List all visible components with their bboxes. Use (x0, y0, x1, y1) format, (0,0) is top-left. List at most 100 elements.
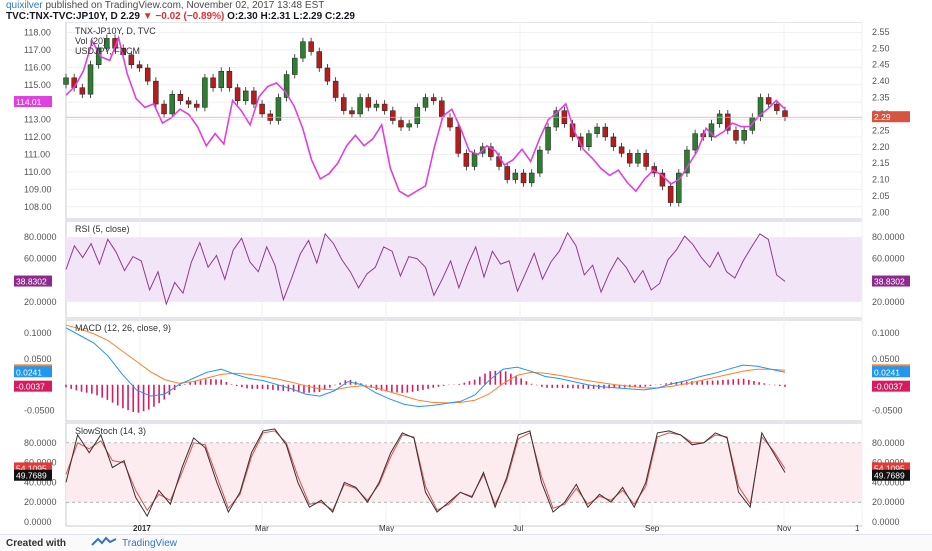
candle-body (161, 103, 167, 115)
x-tick-label: Jul (513, 524, 523, 532)
candle-body (520, 172, 527, 184)
right-axis-tick: 2.55 (872, 27, 890, 37)
stoch-k-tag-left: 54.1095 (16, 463, 47, 473)
rsi-right-tick: 60.0000 (872, 254, 905, 264)
candle-body (177, 93, 184, 102)
candle-body (577, 136, 584, 148)
left-axis-tick: 111.00 (24, 149, 50, 159)
candle-body (308, 41, 314, 52)
rsi-left-tick: 60.0000 (24, 254, 57, 264)
candle-body (610, 136, 617, 148)
rsi-tag-left-bg (14, 275, 52, 287)
stoch-left-tick: 20.0000 (24, 497, 57, 507)
tradingview-brand[interactable]: TradingView (122, 538, 178, 549)
candle-body (104, 38, 110, 49)
candle-body (782, 110, 788, 118)
candle-body (643, 153, 649, 167)
candle-body (136, 64, 143, 69)
left-axis-tick: 117.00 (24, 45, 51, 55)
candle-body (128, 54, 135, 65)
macd-right-tick: -0.0500 (872, 406, 903, 416)
price-change: −0.02 (−0.89%) (155, 11, 225, 22)
rsi-right-tick: 20.0000 (872, 297, 905, 307)
candle-body (79, 87, 86, 95)
stoch-d-tag-left-bg (14, 469, 52, 481)
candle-body (553, 110, 559, 128)
candle-body (676, 172, 682, 203)
x-tick-label: 1 (855, 524, 860, 532)
ohlc-values: O:2.30 H:2.31 L:2.29 C:2.29 (227, 11, 355, 22)
right-axis-tick: 2.25 (872, 125, 890, 135)
left-axis-tick: 108.00 (24, 202, 52, 212)
right-axis-tick: 2.15 (872, 158, 890, 168)
candle-body (528, 172, 535, 184)
rsi-left-tick: 20.0000 (24, 297, 57, 307)
right-axis-tick: 2.00 (872, 207, 890, 217)
left-axis-tick: 118.00 (24, 27, 51, 37)
candle-body (471, 153, 478, 167)
x-tick-label: Mar (255, 524, 269, 532)
candle-body (283, 74, 290, 98)
candle-body (349, 110, 355, 115)
candle-body (300, 41, 306, 59)
right-axis-tick: 2.10 (872, 175, 890, 185)
left-axis-tick: 115.00 (24, 80, 51, 90)
candle-body (332, 80, 339, 98)
candle-body (684, 149, 690, 174)
candle-body (185, 100, 192, 105)
macd-value-tag-right: 0.0241 (874, 367, 900, 377)
rsi-right-tick: 80.0000 (872, 232, 905, 242)
left-axis-tick: 109.00 (24, 184, 52, 194)
macd-hist-tag-left-bg (14, 380, 52, 392)
main-legend: Vol (20) (75, 36, 106, 46)
macd-hist-tag-right: -0.0037 (874, 382, 903, 392)
candle-body (455, 126, 461, 154)
candle-body (406, 123, 412, 128)
chart-area[interactable]: 2017 Mar May Jul Sep Nov 1 118.00 117.00 116.00 11… (0, 22, 932, 532)
stoch-k-tag-right-bg (872, 462, 910, 474)
left-axis-tick: 113.00 (24, 115, 51, 125)
candle-body (373, 103, 380, 108)
author-link[interactable]: quixilver (6, 0, 43, 11)
macd-line (65, 327, 786, 408)
candle-body (390, 110, 396, 121)
candle-body (447, 116, 453, 128)
candle-body (251, 90, 257, 105)
candle-body (153, 80, 159, 105)
macd-value-tag-left: 0.0241 (16, 367, 42, 377)
macd-hist-tag-left: -0.0037 (16, 382, 45, 392)
candle-body (193, 103, 200, 108)
candle-body (765, 97, 772, 105)
candle-body (316, 51, 323, 69)
candle-body (716, 113, 723, 125)
rsi-tag-right-bg (872, 275, 910, 287)
left-axis-tick: 116.00 (24, 62, 51, 72)
stoch-d-tag-right: 49.7689 (874, 471, 905, 481)
price-tag-left-bg (14, 96, 52, 108)
stoch-right-tick: 20.0000 (872, 497, 905, 507)
last-price: 2.29 (120, 11, 140, 22)
candle-body (275, 97, 282, 121)
candle-body (398, 120, 404, 128)
pane-frame (65, 319, 863, 422)
candle-body (463, 153, 470, 167)
macd-right-tick: 0.1000 (872, 328, 900, 338)
price-tag-right-bg (872, 111, 910, 123)
left-axis-tick: 110.00 (24, 167, 51, 177)
rsi-band (66, 237, 862, 302)
macd-legend: MACD (12, 26, close, 9) (75, 323, 171, 333)
price-tag-right: 2.29 (874, 112, 891, 122)
footer-bar: Created with TradingView (0, 534, 932, 551)
candle-body (741, 130, 747, 141)
candle-body (144, 67, 151, 82)
stoch-right-tick: 40.0000 (872, 477, 905, 487)
stoch-d-line (65, 430, 786, 512)
stoch-legend: SlowStoch (14, 3) (75, 426, 146, 436)
right-axis-tick: 2.05 (872, 191, 890, 201)
stoch-k-tag-left-bg (14, 462, 52, 474)
price-tag-left: 114.01 (16, 97, 42, 107)
candle-body (545, 126, 551, 151)
stoch-k-tag-right: 54.1095 (874, 463, 905, 473)
candle-body (504, 166, 510, 180)
symbol-name: TVC:TNX-TVC:JP10Y, D (6, 11, 118, 22)
